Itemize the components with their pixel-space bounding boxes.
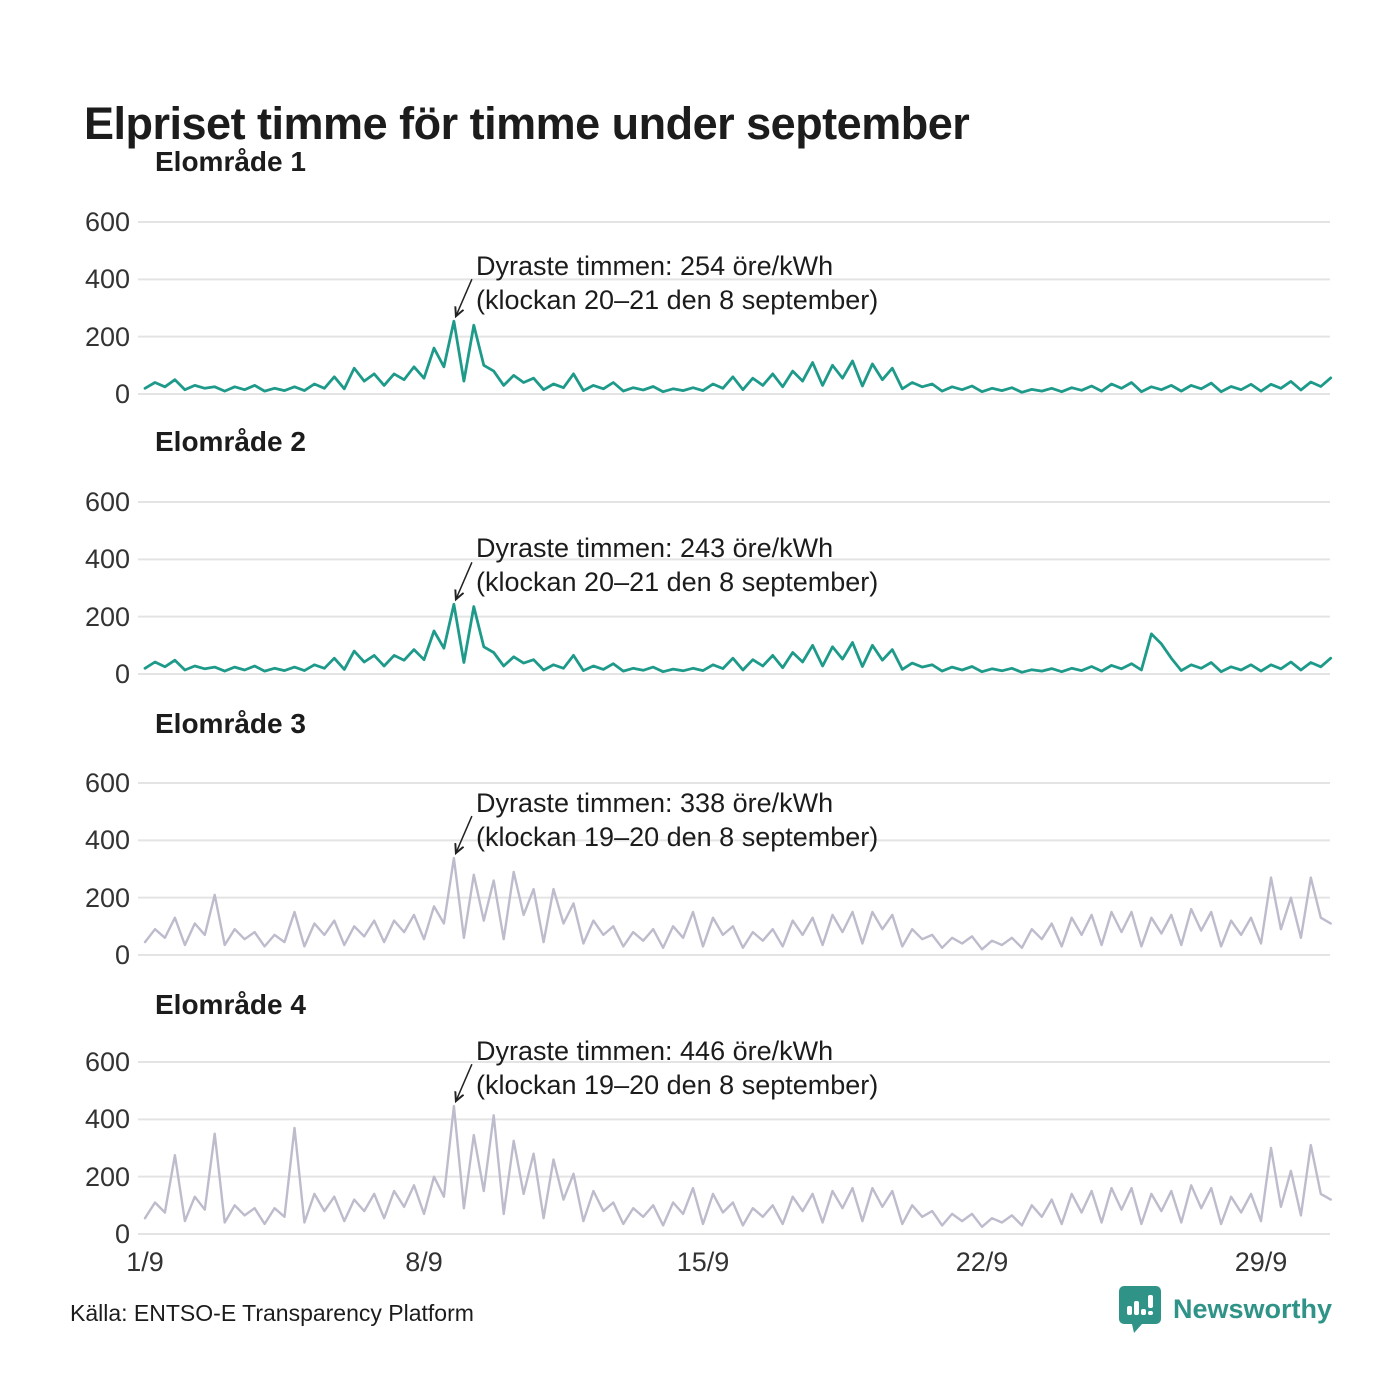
annotation-line1: Dyraste timmen: 338 öre/kWh (476, 788, 834, 818)
annotation-arrow (456, 815, 473, 853)
annotation-arrow (456, 278, 473, 316)
annotation-line2: (klockan 19–20 den 8 september) (476, 822, 879, 852)
annotation-elomrade-3: Dyraste timmen: 338 öre/kWh (klockan 19–… (476, 786, 878, 854)
annotation-arrow (456, 562, 473, 599)
annotation-elomrade-2: Dyraste timmen: 243 öre/kWh (klockan 20–… (476, 531, 878, 599)
panel-title-elomrade-2: Elområde 2 (155, 426, 306, 457)
newsworthy-logo-icon (1118, 1286, 1161, 1333)
annotation-line2: (klockan 19–20 den 8 september) (476, 1070, 879, 1100)
annotation-line1: Dyraste timmen: 254 öre/kWh (476, 251, 834, 281)
price-line-elområde-2 (143, 602, 1333, 674)
annotation-elomrade-4: Dyraste timmen: 446 öre/kWh (klockan 19–… (476, 1034, 878, 1102)
annotation-elomrade-1: Dyraste timmen: 254 öre/kWh (klockan 20–… (476, 249, 878, 317)
annotation-arrow (456, 1063, 473, 1101)
price-line-elområde-4 (143, 1104, 1332, 1229)
annotation-line2: (klockan 20–21 den 8 september) (476, 567, 879, 597)
newsworthy-brand: Newsworthy (1117, 1284, 1332, 1334)
page-title: Elpriset timme för timme under september (84, 98, 970, 150)
panel-title-elomrade-4: Elområde 4 (155, 989, 306, 1020)
price-line-elområde-3 (143, 856, 1332, 951)
annotation-line2: (klockan 20–21 den 8 september) (476, 285, 879, 315)
price-line-elområde-1 (143, 319, 1333, 394)
brand-name: Newsworthy (1172, 1293, 1332, 1324)
annotation-line1: Dyraste timmen: 446 öre/kWh (476, 1036, 834, 1066)
panel-title-elomrade-3: Elområde 3 (155, 708, 306, 739)
source-note: Källa: ENTSO-E Transparency Platform (70, 1300, 474, 1326)
panel-title-elomrade-1: Elområde 1 (155, 146, 306, 177)
annotation-line1: Dyraste timmen: 243 öre/kWh (476, 533, 834, 563)
